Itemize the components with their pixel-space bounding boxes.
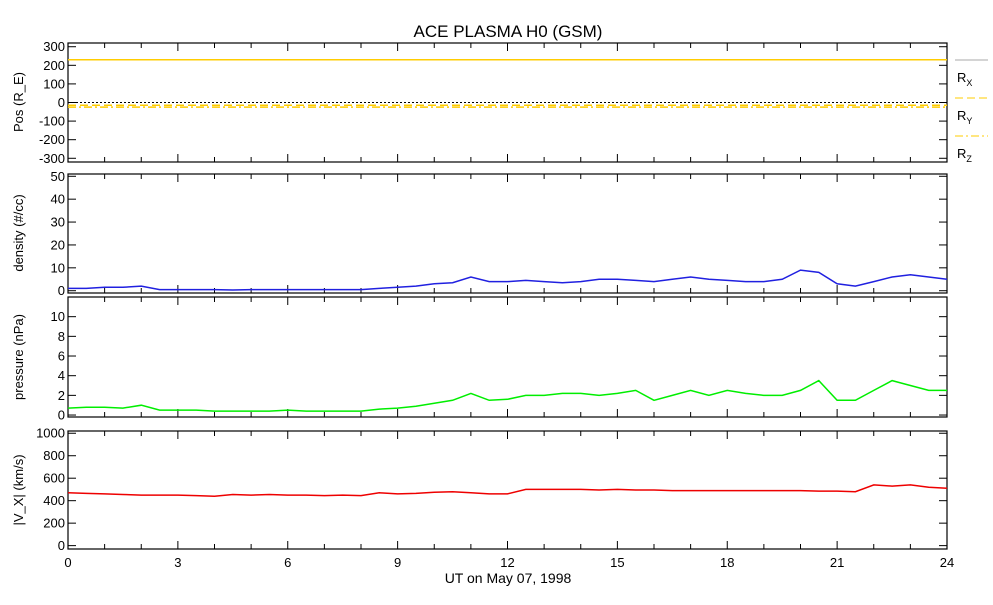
y-tick-label: 50 xyxy=(51,169,65,184)
panel-frame-0 xyxy=(67,42,948,163)
y-tick-label: -300 xyxy=(39,151,65,166)
y-axis-label-pressure: pressure (nPa) xyxy=(11,314,26,400)
legend-label-Rz: RZ xyxy=(957,146,972,164)
y-tick-label: 4 xyxy=(58,368,65,383)
y-tick-label: 1000 xyxy=(36,426,65,441)
y-tick-label: 20 xyxy=(51,237,65,252)
y-tick-label: 300 xyxy=(43,39,65,54)
y-tick-label: 10 xyxy=(51,309,65,324)
x-tick-label: 9 xyxy=(394,555,401,570)
y-tick-label: -100 xyxy=(39,114,65,129)
y-tick-label: 0 xyxy=(58,538,65,553)
x-tick-label: 3 xyxy=(174,555,181,570)
y-tick-label: 200 xyxy=(43,516,65,531)
panel-frame-3 xyxy=(67,430,948,550)
y-tick-label: 200 xyxy=(43,58,65,73)
y-tick-label: 2 xyxy=(58,388,65,403)
y-tick-label: 100 xyxy=(43,76,65,91)
y-tick-label: -200 xyxy=(39,132,65,147)
y-tick-label: 400 xyxy=(43,493,65,508)
y-tick-label: 0 xyxy=(58,408,65,423)
y-tick-label: 8 xyxy=(58,329,65,344)
legend-label-Rx: RX xyxy=(957,70,972,88)
chart-title: ACE PLASMA H0 (GSM) xyxy=(414,22,603,41)
y-tick-label: 800 xyxy=(43,448,65,463)
y-axis-label-density: density (#/cc) xyxy=(11,194,26,271)
y-tick-label: 40 xyxy=(51,192,65,207)
x-tick-label: 0 xyxy=(64,555,71,570)
series-line-3 xyxy=(67,484,948,497)
x-tick-label: 18 xyxy=(720,555,734,570)
y-tick-label: 0 xyxy=(58,95,65,110)
y-tick-label: 30 xyxy=(51,215,65,230)
y-tick-label: 6 xyxy=(58,349,65,364)
y-tick-label: 600 xyxy=(43,471,65,486)
x-tick-label: 6 xyxy=(284,555,291,570)
x-tick-label: 15 xyxy=(610,555,624,570)
panel-frame-1 xyxy=(67,173,948,294)
series-line-1 xyxy=(68,269,948,291)
y-axis-label-position: Pos (R_E) xyxy=(11,72,26,132)
x-tick-label: 12 xyxy=(500,555,514,570)
x-tick-label: 24 xyxy=(940,555,954,570)
y-axis-label-velocity: |V_X| (km/s) xyxy=(11,454,26,525)
y-tick-label: 10 xyxy=(51,260,65,275)
series-line-2 xyxy=(67,379,947,412)
x-axis-label: UT on May 07, 1998 xyxy=(445,570,572,586)
legend-label-Ry: RY xyxy=(957,108,972,126)
y-tick-label: 0 xyxy=(58,283,65,298)
x-tick-label: 21 xyxy=(830,555,844,570)
